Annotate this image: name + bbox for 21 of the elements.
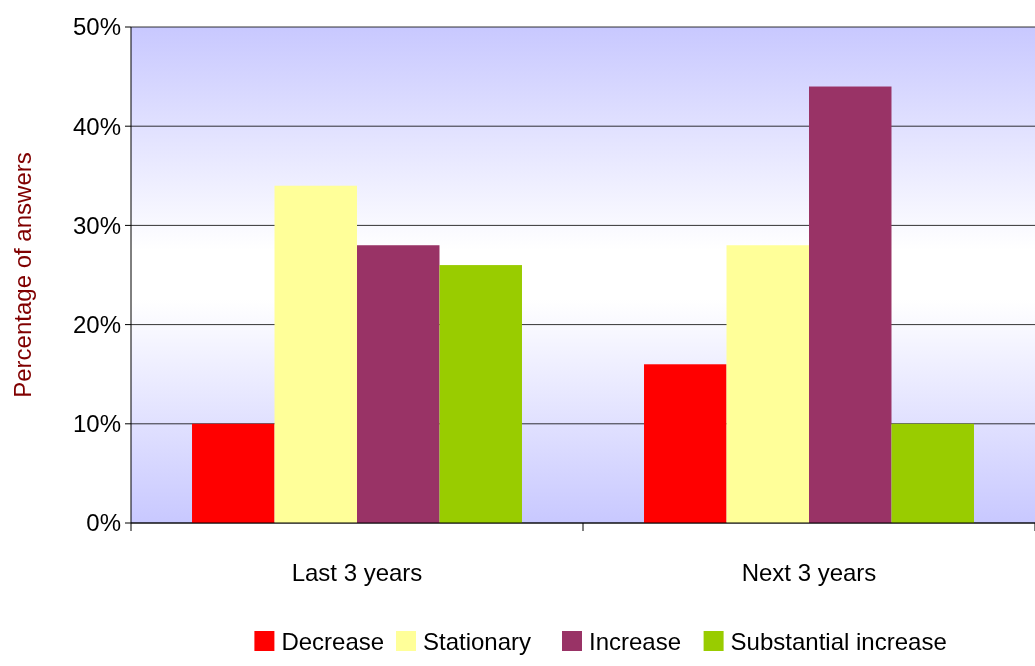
bar [726, 245, 809, 523]
y-tick-label: 0% [86, 509, 121, 537]
y-tick-label: 40% [72, 112, 121, 140]
bar [809, 86, 892, 523]
bar [192, 423, 275, 523]
legend-label: Stationary [423, 628, 532, 655]
y-tick-label: 20% [72, 311, 121, 338]
y-tick-label: 10% [72, 410, 121, 438]
bar [439, 265, 522, 523]
y-tick-label: 30% [72, 211, 121, 239]
y-tick-label: 50% [72, 13, 121, 41]
x-tick-label: Last 3 years [291, 559, 423, 586]
y-axis-title: Percentage of answers [9, 152, 36, 398]
bar [274, 185, 357, 523]
bar [357, 245, 440, 523]
legend-label: Substantial increase [730, 628, 947, 655]
x-tick-label: Next 3 years [741, 559, 877, 586]
legend-label: Decrease [281, 628, 385, 655]
legend-label: Increase [589, 628, 682, 655]
bar [644, 364, 727, 523]
bar [891, 423, 974, 523]
